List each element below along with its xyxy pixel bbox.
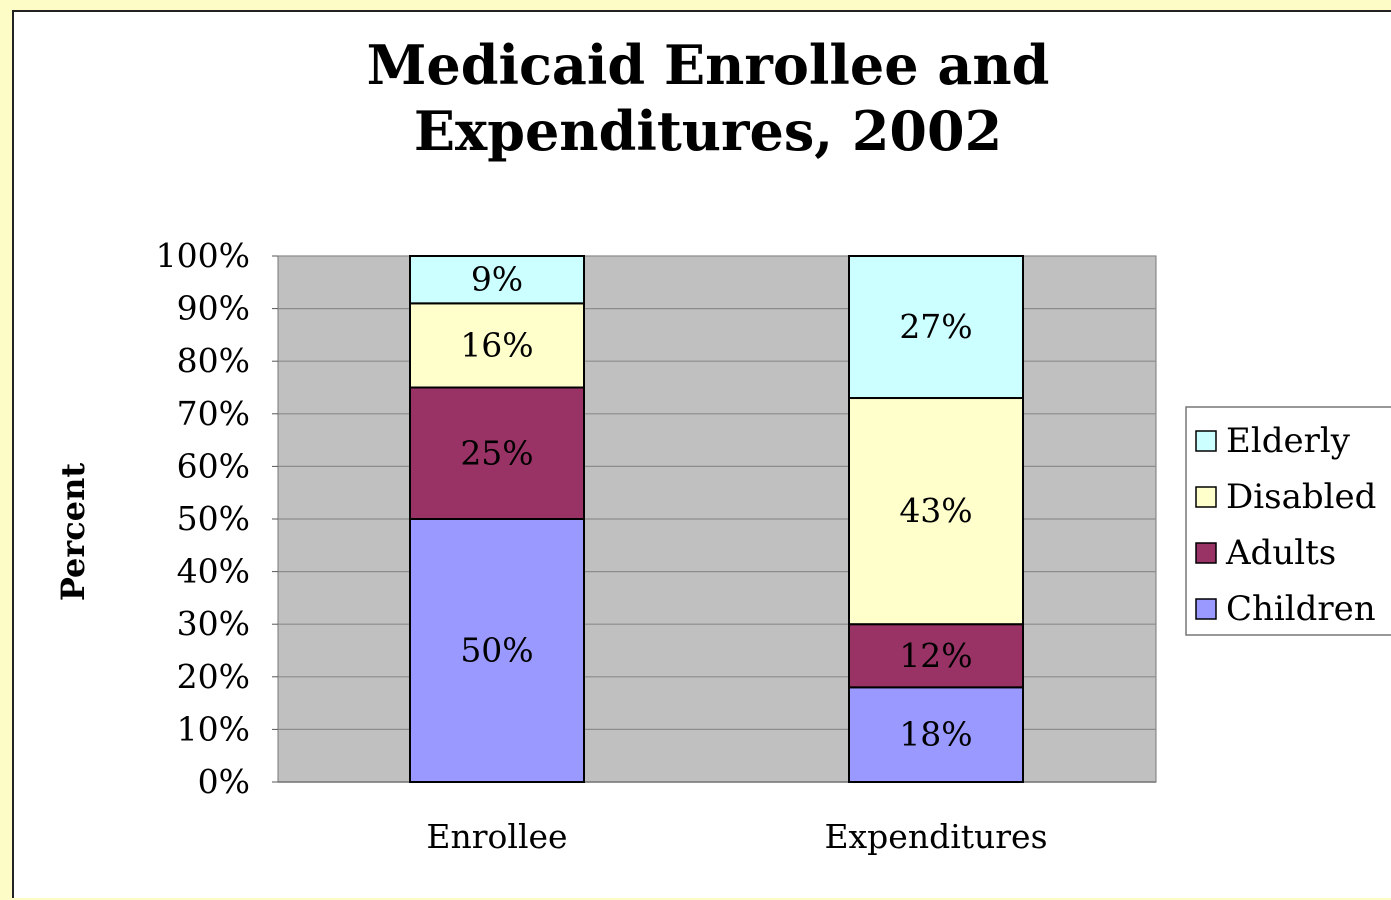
- legend-label: Disabled: [1226, 477, 1376, 517]
- data-label: 25%: [460, 433, 533, 472]
- legend-label: Adults: [1225, 533, 1336, 573]
- data-label: 9%: [471, 260, 523, 299]
- y-tick-label: 100%: [156, 236, 250, 275]
- legend-swatch: [1195, 598, 1217, 620]
- bar-segment-elderly: [848, 255, 1024, 400]
- data-label: 16%: [460, 325, 533, 364]
- data-label: 18%: [899, 715, 972, 754]
- y-tick-label: 0%: [198, 762, 250, 801]
- y-axis-label: Percent: [54, 463, 92, 602]
- legend-label: Elderly: [1226, 421, 1351, 461]
- chart-title-line-1: Medicaid Enrollee and: [367, 33, 1050, 97]
- y-axis-tick-labels: 0% 10% 20% 30% 40% 50% 60% 70% 80% 90% 100%: [156, 236, 250, 801]
- chart-canvas: Medicaid Enrollee and Expenditures, 2002…: [54, 33, 1391, 856]
- y-tick-label: 20%: [177, 657, 250, 696]
- y-tick-label: 60%: [177, 446, 250, 485]
- bar-segment-elderly: [409, 255, 585, 305]
- chart-title: Medicaid Enrollee and Expenditures, 2002: [367, 33, 1050, 163]
- legend-label: Children: [1226, 589, 1376, 629]
- y-tick-label: 50%: [177, 499, 250, 538]
- data-label: 50%: [460, 631, 533, 670]
- bar-segment-adults: [848, 623, 1024, 689]
- legend-swatch: [1195, 486, 1217, 508]
- bar-segment-children: [409, 518, 585, 783]
- y-tick-label: 90%: [177, 289, 250, 328]
- y-tick-label: 40%: [177, 552, 250, 591]
- y-tick-label: 10%: [177, 709, 250, 748]
- x-category-label: Enrollee: [426, 817, 567, 856]
- x-axis-category-labels: Enrollee Expenditures: [426, 817, 1047, 856]
- y-tick-label: 30%: [177, 604, 250, 643]
- data-label: 43%: [899, 491, 972, 530]
- bars: 50% 25% 16% 9% 18% 12% 43% 27%: [409, 255, 1024, 784]
- y-tick-label: 80%: [177, 341, 250, 380]
- legend-box: [1185, 406, 1391, 636]
- chart-title-line-2: Expenditures, 2002: [414, 99, 1002, 163]
- y-tick-label: 70%: [177, 394, 250, 433]
- legend-swatch: [1195, 430, 1217, 452]
- bar-segment-adults: [409, 386, 585, 520]
- legend: Elderly Disabled Adults Children: [1185, 406, 1391, 636]
- bar-segment-disabled: [848, 397, 1024, 626]
- data-label: 27%: [899, 307, 972, 346]
- chart-frame: Medicaid Enrollee and Expenditures, 2002…: [12, 10, 1391, 898]
- bar-segment-children: [848, 686, 1024, 784]
- data-label: 12%: [899, 636, 972, 675]
- legend-swatch: [1195, 542, 1217, 564]
- x-category-label: Expenditures: [824, 817, 1047, 856]
